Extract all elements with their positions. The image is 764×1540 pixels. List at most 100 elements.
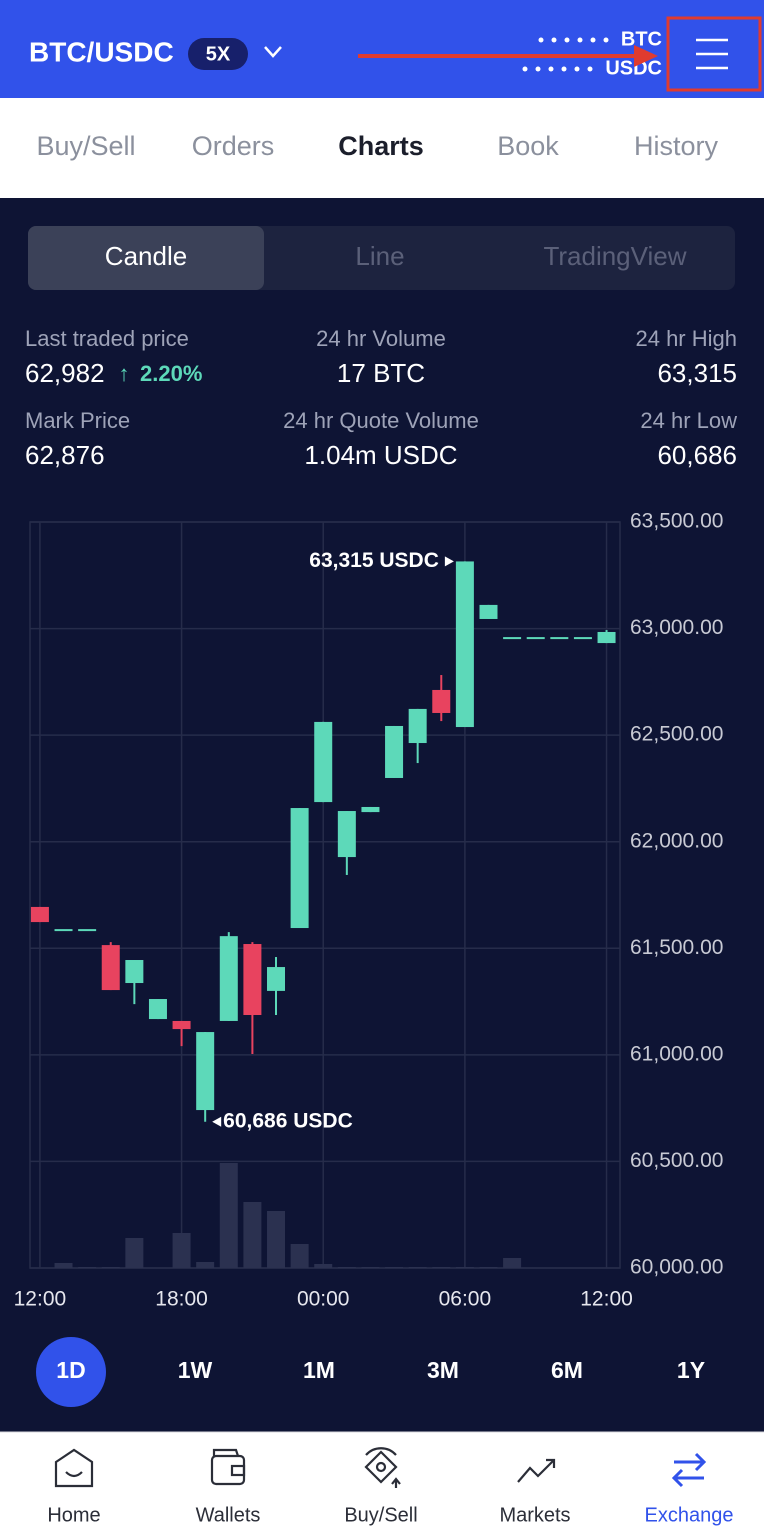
- dots: [522, 37, 609, 72]
- mode-option[interactable]: TradingView: [543, 241, 686, 271]
- menu-button[interactable]: [696, 38, 728, 70]
- candle-body: [30, 906, 49, 923]
- stat-label: 24 hr Low: [640, 408, 737, 433]
- candle-body: [172, 1020, 191, 1030]
- up-arrow: ↑: [119, 361, 130, 386]
- timeframe-selected: [36, 1337, 106, 1407]
- candle-body: [219, 936, 238, 1021]
- timeframe[interactable]: 1M: [303, 1357, 335, 1383]
- y-tick-label: 63,500.00: [630, 510, 723, 533]
- mode-option[interactable]: Line: [355, 241, 404, 271]
- x-tick-label: 18:00: [155, 1288, 208, 1311]
- tab-active[interactable]: Charts: [338, 131, 424, 161]
- volume-bar: [243, 1202, 262, 1268]
- volume-bar: [408, 1267, 427, 1268]
- annotation-pointer: [212, 1116, 222, 1127]
- candle-body: [290, 808, 309, 929]
- x-tick-label: 12:00: [580, 1288, 633, 1311]
- candle-body: [196, 1032, 215, 1111]
- timeframe[interactable]: 3M: [427, 1357, 459, 1383]
- candle-body: [125, 960, 144, 984]
- candle-body: [479, 604, 498, 619]
- leverage-badge[interactable]: [188, 38, 248, 70]
- volume-bar: [172, 1233, 191, 1268]
- pair-chevron[interactable]: [264, 46, 282, 58]
- highlight-box: [666, 16, 762, 92]
- y-tick-label: 63,000.00: [630, 616, 723, 639]
- nav-item[interactable]: Wallets: [196, 1504, 261, 1526]
- stat-value: 62,876: [25, 440, 105, 470]
- volume-bar: [290, 1244, 309, 1268]
- volume-bar: [337, 1267, 356, 1268]
- candle-body: [408, 708, 427, 744]
- stat-change: 2.20%: [140, 361, 202, 386]
- mode-option[interactable]: Candle: [105, 241, 187, 271]
- candle-body: [550, 637, 569, 640]
- x-tick-label: 06:00: [439, 1288, 492, 1311]
- annotation-pointer: [444, 556, 454, 567]
- stat-value: 1.04m USDC: [304, 440, 457, 470]
- y-tick-label: 60,000.00: [630, 1256, 723, 1279]
- nav-icons: [54, 1447, 556, 1488]
- y-tick-label: 62,000.00: [630, 829, 723, 852]
- candle-chart: 60,000.00 60,500.00 61,000.00 61,500.00 62,0…: [14, 510, 724, 1311]
- candle-body: [455, 561, 474, 728]
- annotation: 60,686 USDC: [223, 1109, 353, 1132]
- volume-bar: [455, 1267, 474, 1268]
- pair-title[interactable]: BTC/USDC: [29, 36, 174, 67]
- mode-selected: [28, 226, 264, 290]
- volume-bar: [219, 1163, 238, 1268]
- y-tick-label: 61,500.00: [630, 936, 723, 959]
- timeframe[interactable]: 1W: [178, 1357, 213, 1383]
- annotation: 63,315 USDC: [309, 549, 439, 572]
- candle-body: [148, 999, 167, 1020]
- stat-label: Mark Price: [25, 408, 130, 433]
- x-tick-label: 00:00: [297, 1288, 350, 1311]
- candle-body: [78, 929, 97, 932]
- nav-item[interactable]: Markets: [499, 1504, 570, 1526]
- stat-label: 24 hr Volume: [316, 326, 446, 351]
- timeframe[interactable]: 1Y: [677, 1357, 705, 1383]
- candle-body: [503, 637, 522, 640]
- candle-body: [337, 811, 356, 858]
- bottom-nav: [0, 1432, 764, 1540]
- base-balance: BTC: [621, 28, 662, 50]
- candle-body: [314, 721, 333, 803]
- nav-item-active[interactable]: Exchange: [645, 1504, 734, 1526]
- tab[interactable]: Orders: [192, 131, 275, 161]
- volume-bar: [196, 1262, 215, 1268]
- candle-body: [385, 725, 404, 778]
- candle-body: [101, 945, 120, 991]
- nav-item[interactable]: Buy/Sell: [344, 1504, 417, 1526]
- volume-bar: [125, 1238, 144, 1268]
- quote-balance: USDC: [605, 57, 662, 79]
- candle-body: [267, 967, 286, 991]
- volume-bar: [54, 1263, 73, 1268]
- highlight-arrowhead: [634, 45, 658, 67]
- tab[interactable]: Book: [497, 131, 559, 161]
- volume-bar: [479, 1267, 498, 1268]
- candle-body: [243, 944, 262, 1015]
- stat-value: 17 BTC: [337, 358, 425, 388]
- volume-bar: [432, 1267, 451, 1268]
- volume-bar: [314, 1264, 333, 1268]
- candle-body: [573, 637, 592, 640]
- volume-bar: [503, 1258, 522, 1268]
- tab[interactable]: Buy/Sell: [36, 131, 135, 161]
- nav-item[interactable]: Home: [47, 1504, 100, 1526]
- stat-value: 60,686: [657, 440, 737, 470]
- chart-panel: [0, 198, 764, 1432]
- volume-bar: [361, 1267, 380, 1268]
- leverage-text: 5X: [206, 43, 231, 65]
- candle-body: [54, 929, 73, 932]
- volume-bar: [78, 1267, 97, 1268]
- timeframe[interactable]: 1D: [56, 1357, 85, 1383]
- tab[interactable]: History: [634, 131, 719, 161]
- x-tick-label: 12:00: [14, 1288, 67, 1311]
- y-tick-label: 60,500.00: [630, 1149, 723, 1172]
- timeframe[interactable]: 6M: [551, 1357, 583, 1383]
- y-tick-label: 62,500.00: [630, 723, 723, 746]
- y-tick-label: 61,000.00: [630, 1042, 723, 1065]
- stat-value: 63,315: [657, 358, 737, 388]
